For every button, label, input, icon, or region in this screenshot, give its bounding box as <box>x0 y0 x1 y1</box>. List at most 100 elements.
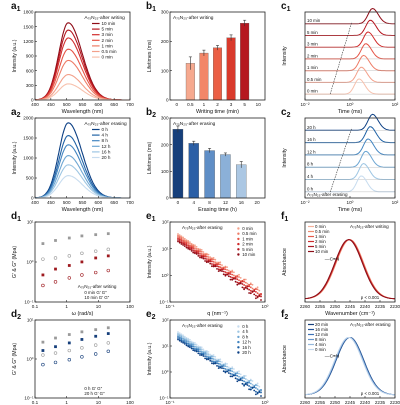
data-point <box>214 362 217 365</box>
annotation-text: A₇₅N₂₅-after erasing <box>182 323 223 328</box>
data-point <box>182 340 185 343</box>
legend-swatch <box>237 325 240 328</box>
data-point <box>106 332 110 335</box>
data-point <box>204 355 207 357</box>
panel-label-subscript: 1 <box>152 216 156 223</box>
x-tick-label: 0.5 <box>187 102 194 107</box>
panel-label-subscript: 2 <box>17 112 21 119</box>
data-point <box>221 266 223 269</box>
data-point <box>244 281 247 284</box>
data-point <box>67 357 72 362</box>
y-tick-label: 10¹ <box>162 246 169 251</box>
data-point <box>248 283 251 286</box>
data-point <box>183 340 186 342</box>
data-point <box>204 260 207 262</box>
data-point <box>189 243 191 245</box>
annotation-text: A₇₅N₂₅-after writing <box>173 15 214 21</box>
data-point <box>202 253 205 255</box>
data-point <box>192 342 195 345</box>
data-point <box>217 262 220 264</box>
data-point <box>221 361 223 363</box>
data-point <box>239 277 242 279</box>
data-point <box>253 385 256 387</box>
data-point <box>195 350 198 353</box>
data-point <box>214 261 217 264</box>
data-point <box>226 363 229 365</box>
y-tick-label: 10⁻¹ <box>159 396 169 401</box>
data-point <box>227 369 230 372</box>
data-point <box>197 345 200 348</box>
x-axis-label: ω (rad/s) <box>72 311 94 317</box>
data-point <box>236 378 239 380</box>
data-point <box>199 350 201 353</box>
x-axis-label: Wavenumber (cm⁻¹) <box>325 311 375 317</box>
x-tick-label: 2245 <box>345 400 356 405</box>
data-point <box>221 365 223 368</box>
data-point <box>212 362 215 365</box>
y-tick-label: 100 <box>161 68 169 73</box>
data-point <box>80 355 84 359</box>
data-point <box>187 246 190 249</box>
panel-label: d1 <box>11 211 21 223</box>
data-point <box>243 278 246 281</box>
data-point <box>207 261 210 263</box>
legend-swatch <box>237 330 240 333</box>
legend-entry: 16 h <box>102 149 111 154</box>
x-tick-label: 1 <box>65 304 68 309</box>
data-point <box>226 368 229 371</box>
data-point <box>216 263 218 266</box>
data-point <box>93 352 98 356</box>
data-point <box>177 233 179 235</box>
data-point <box>243 284 246 286</box>
data-point <box>236 281 239 284</box>
data-point <box>216 362 218 365</box>
legend-entry: 12 min <box>315 332 329 337</box>
data-point <box>233 368 235 370</box>
data-point <box>200 250 203 253</box>
annotation-text: A₇₅N₂₅-after erasing <box>307 192 348 197</box>
data-point <box>202 353 205 356</box>
y-tick-label: 10⁻¹ <box>24 396 34 401</box>
data-point <box>183 335 186 338</box>
legend-entry: 10 min G′ G″ <box>84 295 109 300</box>
data-point <box>41 353 45 357</box>
data-point <box>183 245 186 248</box>
data-point <box>255 384 257 387</box>
panel-label: a1 <box>11 1 21 13</box>
data-point <box>80 338 84 341</box>
data-point <box>256 392 259 394</box>
series-line <box>35 164 130 199</box>
data-point <box>54 345 57 349</box>
data-point <box>212 355 215 358</box>
data-point <box>187 340 190 343</box>
data-point <box>249 286 252 289</box>
data-point <box>258 391 261 393</box>
data-point <box>216 265 218 268</box>
data-point <box>94 334 98 338</box>
panel-label-subscript: 2 <box>17 314 21 321</box>
x-tick-label: 500 <box>63 102 71 107</box>
panel-label: f2 <box>281 309 288 321</box>
data-point <box>187 337 190 340</box>
data-point <box>246 287 249 290</box>
data-point <box>185 246 188 249</box>
x-tick-label: 2255 <box>315 400 326 405</box>
data-point <box>253 293 256 296</box>
data-point <box>182 244 185 246</box>
x-tick-label: 4 <box>192 200 195 205</box>
data-point <box>224 365 227 367</box>
data-point <box>177 239 179 241</box>
data-point <box>195 246 198 248</box>
data-point <box>221 264 223 266</box>
x-axis-label: Erasing time (h) <box>198 207 237 213</box>
data-point <box>205 253 208 256</box>
x-tick-label: 0.1 <box>32 400 39 405</box>
data-point <box>180 341 183 343</box>
data-point <box>211 258 213 261</box>
data-point <box>178 241 181 244</box>
x-tick-label: 2235 <box>375 400 386 405</box>
data-point <box>80 260 84 264</box>
bar <box>226 37 236 101</box>
y-tick-label: 10² <box>162 220 169 225</box>
data-point <box>212 263 215 266</box>
